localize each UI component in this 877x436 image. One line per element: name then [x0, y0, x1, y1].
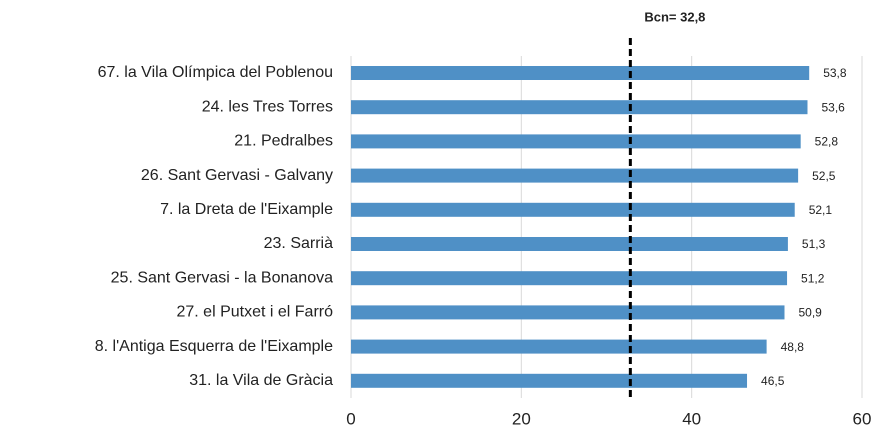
category-label: 7. la Dreta de l'Eixample	[160, 201, 333, 218]
value-label: 52,8	[815, 135, 839, 149]
value-label: 50,9	[798, 306, 822, 320]
bar	[351, 339, 767, 354]
bar	[351, 305, 785, 320]
bar	[351, 66, 810, 80]
category-label: 31. la Vila de Gràcia	[189, 372, 333, 389]
bar	[351, 202, 795, 217]
x-tick-label: 40	[682, 409, 701, 428]
category-label: 25. Sant Gervasi - la Bonanova	[111, 269, 333, 286]
value-label: 48,8	[781, 340, 805, 354]
bar	[351, 100, 808, 115]
category-label: 24. les Tres Torres	[202, 98, 333, 115]
value-label: 52,1	[809, 203, 833, 217]
value-label: 52,5	[812, 169, 836, 183]
bar	[351, 271, 788, 286]
x-tick-label: 0	[346, 409, 355, 428]
value-label: 51,3	[802, 237, 826, 251]
value-label: 51,2	[801, 271, 825, 285]
category-label: 27. el Putxet i el Farró	[176, 304, 333, 321]
bar	[351, 134, 801, 149]
x-tick-label: 60	[853, 409, 872, 428]
category-label: 23. Sarrià	[264, 235, 333, 252]
bar	[351, 168, 799, 183]
value-label: 53,6	[821, 100, 845, 114]
value-label: 46,5	[761, 374, 785, 388]
bar	[351, 373, 748, 388]
category-label: 8. l'Antiga Esquerra de l'Eixample	[95, 338, 333, 355]
category-label: 26. Sant Gervasi - Galvany	[141, 167, 333, 184]
category-label: 67. la Vila Olímpica del Poblenou	[98, 64, 333, 81]
value-label: 53,8	[823, 66, 847, 80]
x-tick-label: 20	[512, 409, 531, 428]
reference-label: Bcn= 32,8	[644, 9, 705, 24]
category-label: 21. Pedralbes	[234, 133, 333, 150]
bar	[351, 237, 788, 251]
